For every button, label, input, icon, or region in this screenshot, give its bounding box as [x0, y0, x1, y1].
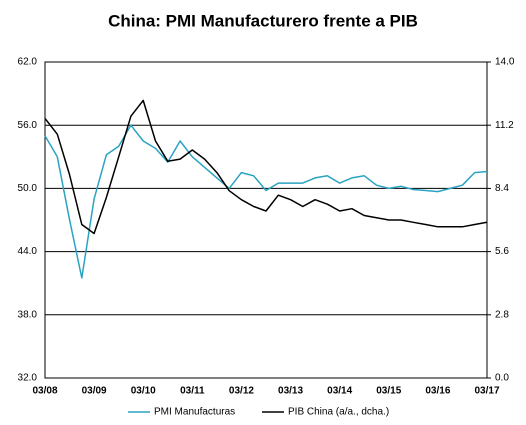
x-tick-label: 03/17	[474, 386, 499, 397]
x-tick-label: 03/10	[131, 386, 156, 397]
x-tick-label: 03/16	[425, 386, 450, 397]
x-tick-label: 03/09	[82, 386, 107, 397]
y2-tick-label: 8.4	[495, 183, 509, 194]
y-tick-label: 32.0	[18, 373, 38, 384]
series-line	[44, 124, 488, 279]
x-tick-label: 03/15	[376, 386, 401, 397]
y-tick-label: 50.0	[18, 183, 38, 194]
x-tick-label: 03/08	[32, 386, 57, 397]
y2-tick-label: 2.8	[495, 309, 509, 320]
x-tick-label: 03/11	[180, 386, 205, 397]
plot-frame	[44, 61, 488, 379]
legend-label: PIB China (a/a., dcha.)	[288, 407, 389, 418]
chart-title: China: PMI Manufacturero frente a PIB	[108, 11, 418, 30]
y2-tick-label: 11.2	[495, 120, 514, 131]
legend-label: PMI Manufacturas	[154, 407, 235, 418]
x-tick-label: 03/12	[229, 386, 254, 397]
y-tick-label: 44.0	[18, 246, 38, 257]
y-tick-label: 38.0	[18, 309, 38, 320]
y-tick-label: 56.0	[18, 120, 38, 131]
y2-tick-label: 5.6	[495, 246, 509, 257]
y-tick-label: 62.0	[18, 57, 38, 68]
x-tick-label: 03/14	[327, 386, 352, 397]
x-tick-label: 03/13	[278, 386, 303, 397]
y2-tick-label: 0.0	[495, 373, 509, 384]
series-line	[44, 99, 488, 235]
y2-tick-label: 14.0	[495, 57, 515, 68]
